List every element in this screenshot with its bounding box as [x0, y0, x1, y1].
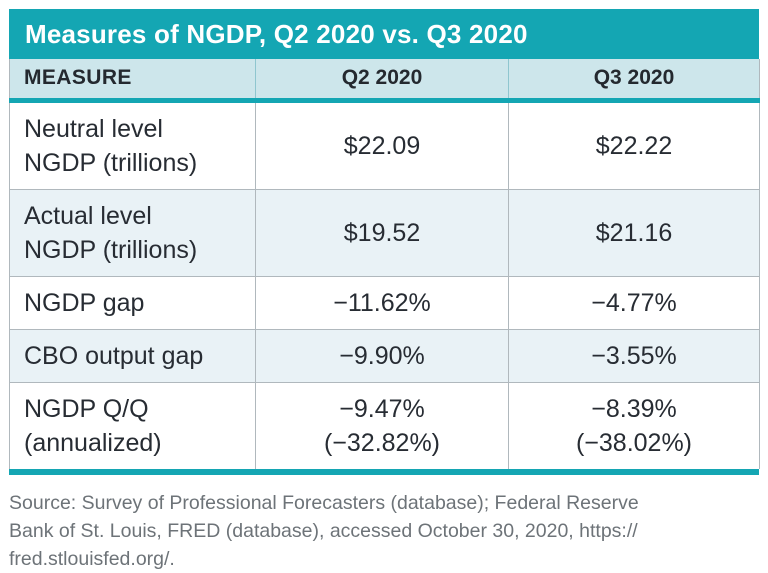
source-note: Source: Survey of Professional Forecaste…: [9, 491, 639, 570]
q3-value-cell: −4.77%: [508, 275, 760, 330]
table-row-ngdp-qq: NGDP Q/Q (annualized) −9.47% (−32.82%) −…: [9, 381, 760, 469]
column-header-q2-2020: Q2 2020: [255, 59, 509, 103]
q2-value-cell: $19.52: [255, 188, 509, 277]
q3-value-cell: −3.55%: [508, 328, 760, 383]
column-header-q3-2020: Q3 2020: [508, 59, 760, 103]
table-header: MEASURE Q2 2020 Q3 2020: [9, 59, 760, 103]
q3-value-cell: −8.39% (−38.02%): [508, 381, 760, 469]
table-row-neutral-ngdp: Neutral level NGDP (trillions) $22.09 $2…: [9, 99, 760, 190]
table-title: Measures of NGDP, Q2 2020 vs. Q3 2020: [25, 18, 528, 49]
measure-cell: NGDP Q/Q (annualized): [9, 381, 256, 469]
ngdp-measures-table: MEASURE Q2 2020 Q3 2020 Neutral level NG…: [9, 59, 760, 469]
q2-value-cell: −11.62%: [255, 275, 509, 330]
column-header-measure: MEASURE: [9, 59, 256, 103]
measure-cell: NGDP gap: [9, 275, 256, 330]
table-row-actual-ngdp: Actual level NGDP (trillions) $19.52 $21…: [9, 188, 760, 277]
table-row-ngdp-gap: NGDP gap −11.62% −4.77%: [9, 275, 760, 330]
q2-value-cell: $22.09: [255, 99, 509, 190]
measure-cell: Actual level NGDP (trillions): [9, 188, 256, 277]
table-bottom-accent-bar: [9, 468, 759, 475]
q3-value-cell: $22.22: [508, 99, 760, 190]
ngdp-measures-figure: Measures of NGDP, Q2 2020 vs. Q3 2020 ME…: [9, 9, 760, 475]
measure-cell: CBO output gap: [9, 328, 256, 383]
q2-value-cell: −9.90%: [255, 328, 509, 383]
table-body: Neutral level NGDP (trillions) $22.09 $2…: [9, 99, 760, 469]
q2-value-cell: −9.47% (−32.82%): [255, 381, 509, 469]
measure-cell: Neutral level NGDP (trillions): [9, 99, 256, 190]
table-title-bar: Measures of NGDP, Q2 2020 vs. Q3 2020: [9, 9, 759, 59]
header-row: MEASURE Q2 2020 Q3 2020: [9, 59, 760, 103]
q3-value-cell: $21.16: [508, 188, 760, 277]
table-row-cbo-output-gap: CBO output gap −9.90% −3.55%: [9, 328, 760, 383]
